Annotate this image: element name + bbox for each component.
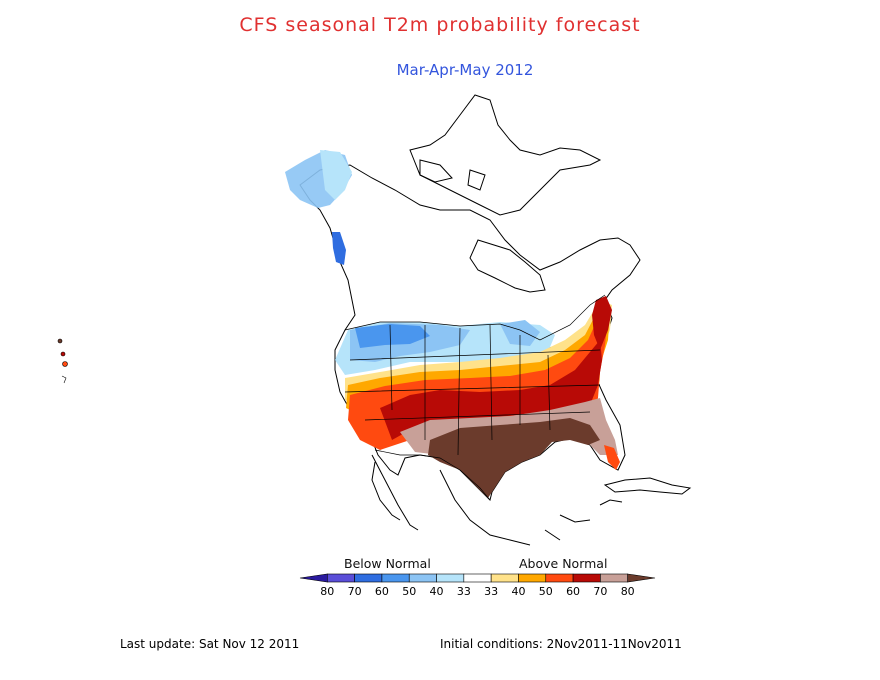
colorbar-segment (436, 573, 465, 583)
colorbar (299, 573, 656, 583)
colorbar-tick-label: 60 (566, 585, 580, 598)
us-canada-border (344, 294, 606, 341)
colorbar-tick-label: 70 (348, 585, 362, 598)
colorbar-segment (381, 573, 410, 583)
alaska-panhandle-below (332, 232, 346, 265)
mexico-coastline (371, 454, 531, 546)
cuba-coastline (603, 477, 692, 495)
northern-tier-below-50 (355, 324, 430, 348)
hawaii-island-4 (61, 375, 67, 384)
initial-conditions-text: Initial conditions: 2Nov2011-11Nov2011 (440, 637, 682, 651)
colorbar-tick-label: 33 (484, 585, 498, 598)
colorbar-tick-label: 70 (593, 585, 607, 598)
colorbar-tick-label: 60 (375, 585, 389, 598)
colorbar-segment (408, 573, 437, 583)
above-80-dark (428, 418, 600, 498)
colorbar-tick-label: 50 (402, 585, 416, 598)
map-subtitle: Mar-Apr-May 2012 (396, 61, 534, 79)
arctic-islands (409, 94, 602, 216)
hudson-bay-coastline (469, 239, 546, 293)
arctic-island-small (419, 159, 486, 191)
hawaii-island-1 (57, 338, 63, 344)
colorbar-segment (327, 573, 355, 583)
state-lines-horizontal (344, 349, 601, 421)
colorbar-ticks: 80 70 60 50 40 33 33 40 50 60 70 80 (320, 585, 634, 598)
above-normal-label: Above Normal (519, 556, 608, 571)
political-boundaries (344, 294, 606, 501)
colorbar-segment (299, 573, 328, 583)
colorbar-segment (545, 573, 574, 583)
great-lakes-below-40 (500, 320, 540, 346)
colorbar-tick-label: 80 (621, 585, 635, 598)
below-normal-label: Below Normal (344, 556, 431, 571)
colorbar-segment (354, 573, 383, 583)
last-update-text: Last update: Sat Nov 12 2011 (120, 637, 300, 651)
colorbar-segment (463, 573, 492, 583)
colorbar-tick-label: 40 (511, 585, 525, 598)
colorbar-segment (572, 573, 601, 583)
colorbar-tick-label: 33 (457, 585, 471, 598)
northeast-above-70 (592, 296, 612, 350)
colorbar-segment (627, 573, 656, 583)
colorbar-segment (600, 573, 628, 583)
colorbar-tick-label: 80 (320, 585, 334, 598)
above-70-band (380, 340, 602, 440)
map-title: CFS seasonal T2m probability forecast (239, 14, 641, 36)
florida-keys (599, 499, 623, 506)
hawaii-island-2 (60, 351, 66, 357)
conus-anomaly (335, 296, 620, 498)
colorbar-segment (490, 573, 519, 583)
colorbar-segment (518, 573, 547, 583)
colorbar-tick-label: 40 (430, 585, 444, 598)
hawaii-islands (57, 338, 68, 384)
hawaii-island-3 (62, 361, 68, 367)
us-mexico-border (374, 449, 491, 501)
state-lines-vertical (389, 324, 551, 456)
alaska-below-normal-light (320, 150, 352, 200)
florida-above-60 (604, 445, 620, 470)
baja-peninsula (371, 461, 401, 521)
alaska-anomaly (285, 150, 352, 265)
colorbar-tick-label: 50 (539, 585, 553, 598)
central-america (544, 514, 591, 541)
